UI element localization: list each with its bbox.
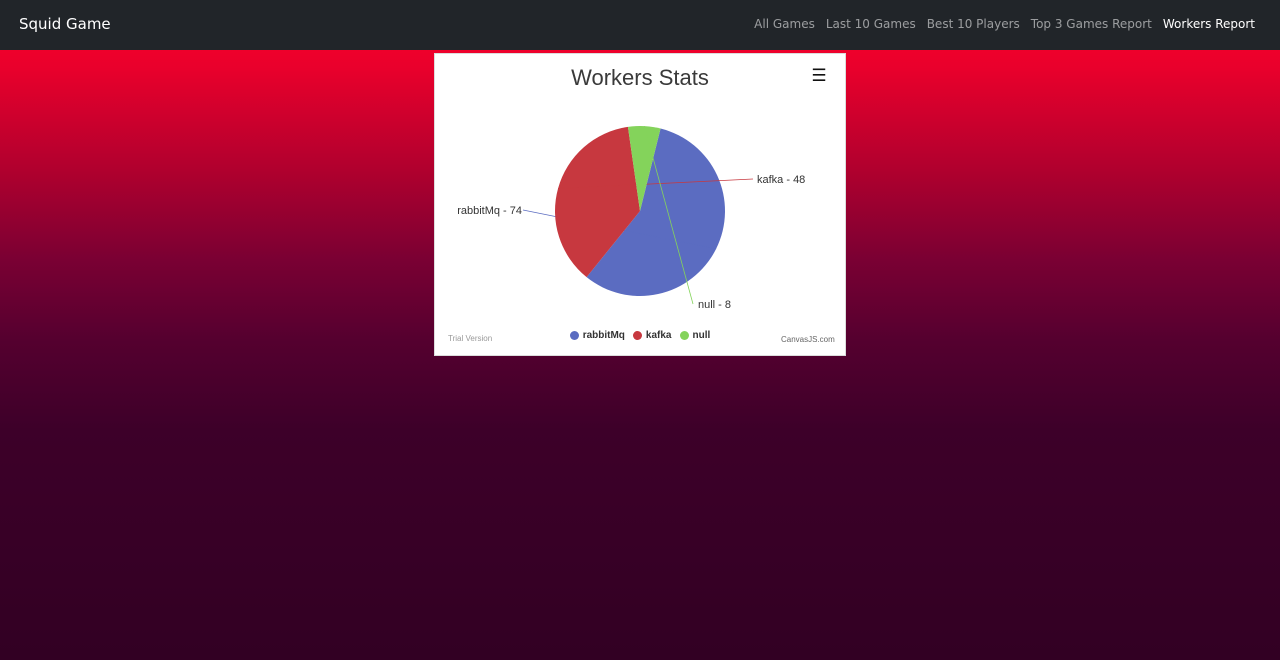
legend-label-kafka: kafka xyxy=(645,330,672,341)
nav-links: All Games Last 10 Games Best 10 Players … xyxy=(754,17,1255,31)
pie-connector-kafka xyxy=(558,178,754,189)
nav-link-best-10-players[interactable]: Best 10 Players xyxy=(926,17,1020,31)
legend-marker-rabbitMq xyxy=(569,331,579,340)
chart-title: Workers Stats xyxy=(571,65,709,90)
nav-link-last-10-games[interactable]: Last 10 Games xyxy=(825,17,916,31)
pie-label-kafka: kafka - 48 xyxy=(757,174,805,186)
pie-label-null: null - 8 xyxy=(698,299,731,311)
nav-link-top-3-games-report[interactable]: Top 3 Games Report xyxy=(1030,17,1152,31)
nav-link-workers-report[interactable]: Workers Report xyxy=(1162,17,1255,31)
legend-item-null[interactable]: null xyxy=(679,330,711,341)
chart-legend: rabbitMq kafka null xyxy=(435,330,845,341)
legend-label-rabbitMq: rabbitMq xyxy=(582,330,625,341)
canvasjs-credit-link[interactable]: CanvasJS.com xyxy=(781,335,835,344)
pie-connector-null xyxy=(643,126,694,305)
legend-marker-kafka xyxy=(632,331,642,340)
nav-link-all-games[interactable]: All Games xyxy=(754,17,815,31)
legend-marker-null xyxy=(679,331,689,340)
legend-label-null: null xyxy=(692,330,711,341)
pie-label-rabbitMq: rabbitMq - 74 xyxy=(457,205,522,217)
pie-slice-rabbitMq[interactable] xyxy=(586,128,725,296)
pie-slice-kafka[interactable] xyxy=(555,126,640,278)
trial-version-label: Trial Version xyxy=(448,334,493,343)
pie-slice-null[interactable] xyxy=(627,126,661,211)
top-navbar: Squid Game All Games Last 10 Games Best … xyxy=(0,0,1280,50)
legend-item-rabbitMq[interactable]: rabbitMq xyxy=(569,330,625,341)
brand-link[interactable]: Squid Game xyxy=(19,15,111,33)
pie-chart: rabbitMq - 74 kafka - 48 null - 8 xyxy=(457,126,805,311)
legend-item-kafka[interactable]: kafka xyxy=(632,330,672,341)
chart-card: Workers Stats ☰ rabbitMq - 74 kafka - 48 n… xyxy=(434,53,846,356)
hamburger-menu-icon[interactable]: ☰ xyxy=(811,66,827,86)
